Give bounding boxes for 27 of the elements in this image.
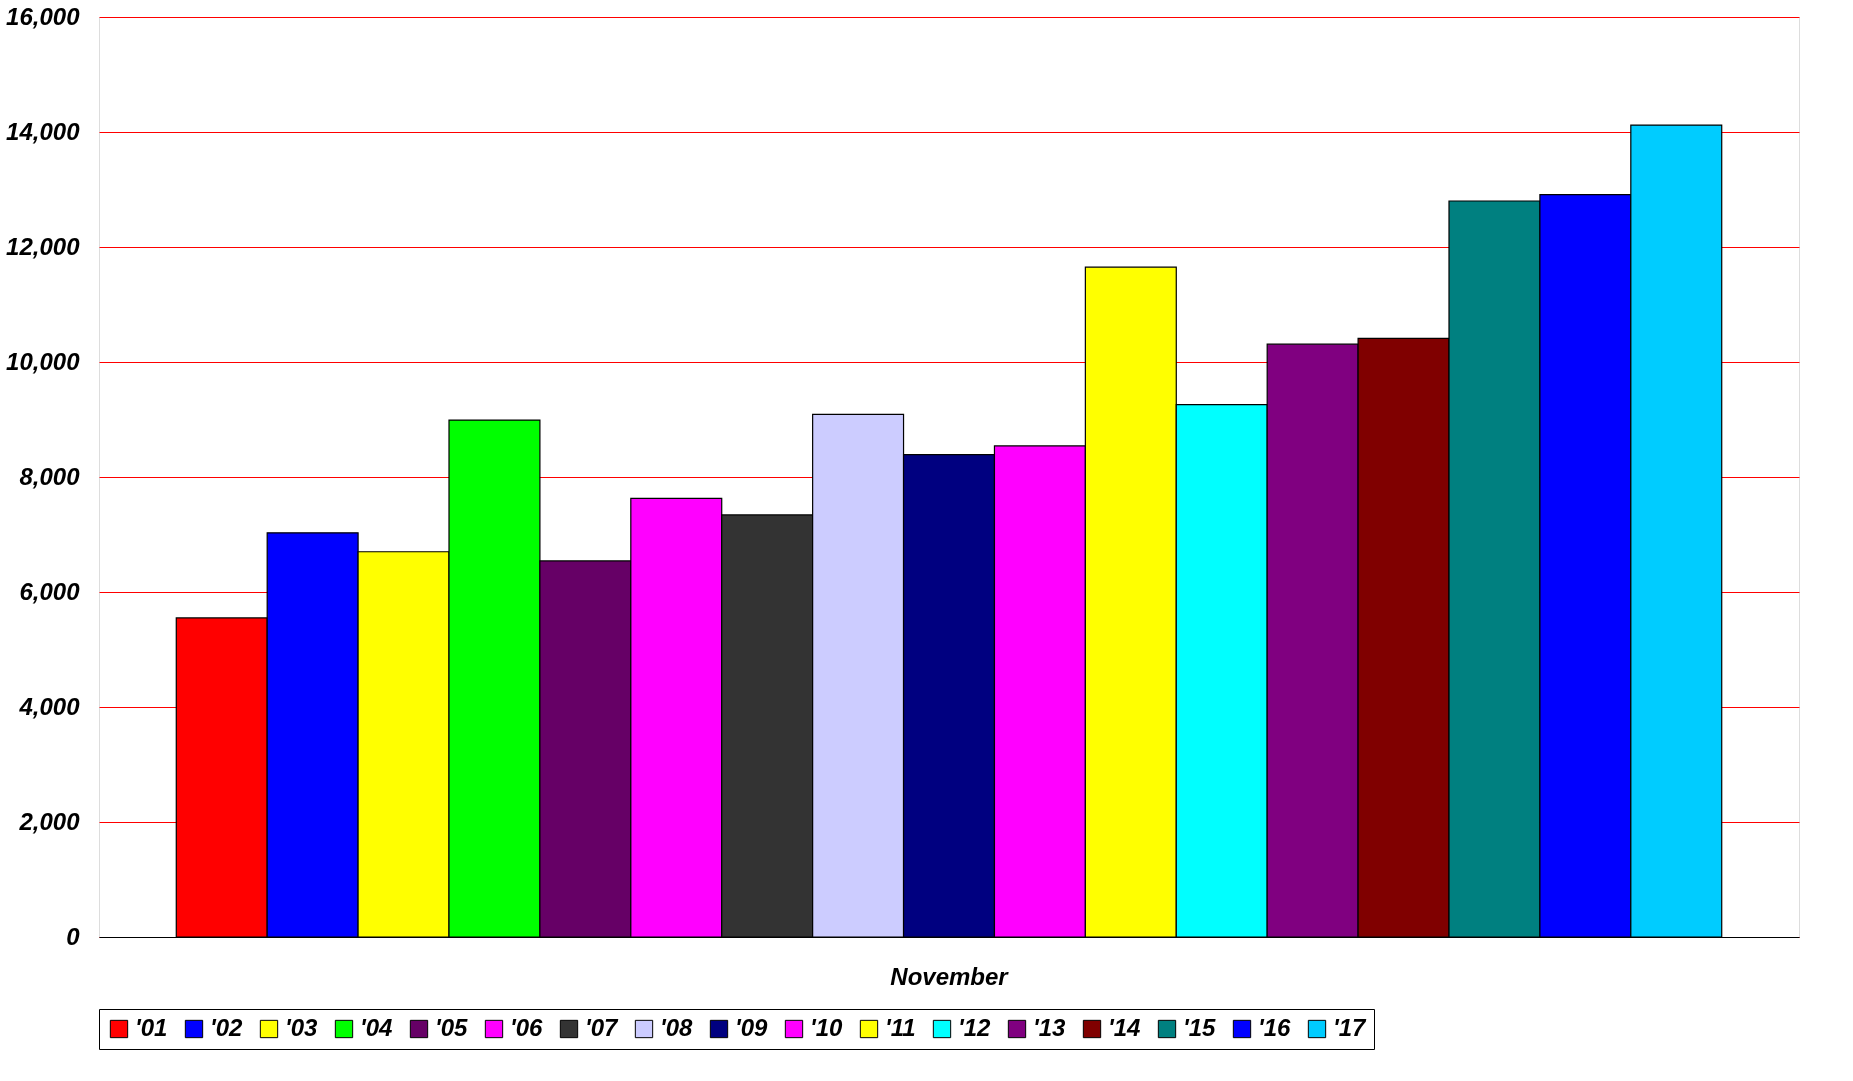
y-tick-label: 2,000 bbox=[18, 807, 81, 835]
legend-label: '09 bbox=[735, 1014, 769, 1041]
y-tick-label: 6,000 bbox=[19, 577, 81, 605]
legend-label: '03 bbox=[285, 1014, 319, 1041]
legend-label: '02 bbox=[210, 1014, 244, 1041]
y-tick-label: 8,000 bbox=[19, 462, 81, 490]
legend-label: '05 bbox=[435, 1014, 469, 1041]
legend-label: '10 bbox=[810, 1014, 844, 1041]
legend-label: '01 bbox=[135, 1014, 168, 1041]
legend-label: '08 bbox=[660, 1014, 694, 1041]
legend-label: '11 bbox=[885, 1014, 916, 1041]
y-tick-label: 4,000 bbox=[18, 692, 81, 720]
legend-label: '14 bbox=[1108, 1014, 1141, 1041]
y-tick-label: 14,000 bbox=[6, 117, 81, 145]
legend-label: '17 bbox=[1333, 1014, 1368, 1041]
legend-label: '15 bbox=[1183, 1014, 1217, 1041]
x-tick-label: November bbox=[890, 962, 1010, 990]
legend-label: '06 bbox=[510, 1014, 544, 1041]
legend-label: '04 bbox=[360, 1014, 393, 1041]
legend-label: '12 bbox=[958, 1014, 992, 1041]
y-tick-label: 12,000 bbox=[6, 232, 81, 260]
y-tick-label: 10,000 bbox=[6, 347, 81, 375]
y-tick-label: 0 bbox=[66, 922, 81, 950]
legend-label: '13 bbox=[1033, 1014, 1067, 1041]
y-tick-label: 16,000 bbox=[6, 2, 81, 30]
legend-label: '16 bbox=[1258, 1014, 1292, 1041]
legend-label: '07 bbox=[585, 1014, 620, 1041]
